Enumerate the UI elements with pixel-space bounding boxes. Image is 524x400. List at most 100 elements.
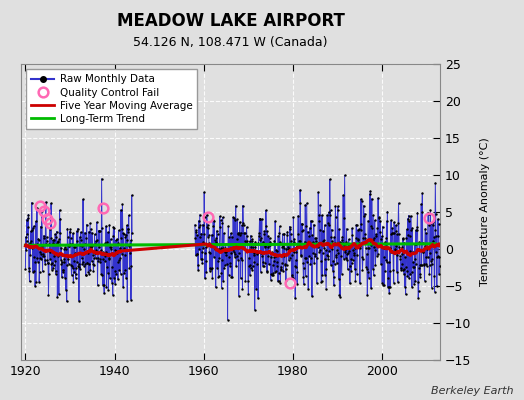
- Point: [382, 235, 390, 242]
- Point: [269, 258, 278, 264]
- Point: [66, 228, 74, 235]
- Point: [357, 198, 366, 204]
- Text: Berkeley Earth: Berkeley Earth: [431, 386, 514, 396]
- Point: [64, 260, 73, 267]
- Point: [328, 226, 336, 233]
- Point: [65, 243, 73, 250]
- Point: [126, 241, 134, 248]
- Point: [412, 241, 421, 248]
- Point: [424, 210, 432, 216]
- Point: [313, 255, 321, 261]
- Point: [29, 223, 38, 229]
- Point: [231, 217, 239, 223]
- Point: [110, 274, 118, 281]
- Point: [305, 225, 314, 231]
- Point: [56, 215, 64, 222]
- Point: [232, 252, 241, 259]
- Point: [396, 256, 405, 263]
- Point: [336, 243, 345, 249]
- Point: [335, 292, 344, 299]
- Point: [54, 238, 62, 244]
- Point: [263, 268, 271, 274]
- Point: [78, 261, 86, 268]
- Point: [86, 226, 95, 232]
- Point: [396, 253, 404, 259]
- Point: [259, 263, 268, 269]
- Point: [406, 233, 414, 240]
- Point: [308, 293, 316, 300]
- Point: [340, 215, 348, 221]
- Point: [125, 265, 134, 272]
- Point: [421, 226, 430, 232]
- Point: [88, 258, 96, 265]
- Point: [86, 220, 94, 227]
- Point: [75, 298, 83, 304]
- Point: [199, 244, 208, 251]
- Point: [308, 232, 316, 238]
- Point: [89, 252, 97, 258]
- Point: [351, 266, 359, 272]
- Point: [270, 238, 279, 244]
- Point: [112, 237, 120, 244]
- Point: [51, 231, 59, 237]
- Point: [430, 272, 439, 279]
- Point: [79, 250, 88, 257]
- Point: [213, 231, 222, 237]
- Point: [285, 246, 293, 252]
- Point: [114, 276, 122, 282]
- Point: [221, 248, 229, 255]
- Point: [192, 227, 201, 234]
- Point: [351, 245, 359, 252]
- Point: [58, 259, 67, 265]
- Point: [231, 250, 239, 257]
- Point: [228, 274, 237, 280]
- Point: [198, 260, 206, 266]
- Point: [393, 231, 401, 238]
- Point: [312, 235, 321, 242]
- Point: [257, 250, 266, 256]
- Point: [431, 211, 440, 218]
- Point: [86, 267, 95, 273]
- Point: [93, 237, 101, 244]
- Point: [74, 262, 82, 269]
- Point: [49, 240, 58, 246]
- Point: [368, 196, 376, 202]
- Point: [392, 268, 401, 275]
- Point: [295, 238, 303, 244]
- Point: [41, 220, 50, 226]
- Point: [116, 254, 124, 261]
- Point: [284, 244, 292, 250]
- Point: [109, 233, 117, 239]
- Point: [368, 224, 376, 231]
- Point: [281, 260, 289, 267]
- Point: [366, 188, 375, 194]
- Point: [253, 248, 261, 255]
- Point: [358, 267, 367, 273]
- Point: [407, 227, 416, 233]
- Point: [252, 286, 260, 292]
- Point: [364, 218, 372, 224]
- Point: [24, 211, 32, 218]
- Point: [306, 240, 314, 246]
- Point: [423, 254, 432, 260]
- Point: [204, 231, 213, 238]
- Point: [234, 257, 242, 263]
- Point: [110, 224, 118, 230]
- Point: [380, 282, 388, 288]
- Point: [427, 220, 435, 226]
- Point: [242, 239, 250, 246]
- Point: [333, 207, 342, 214]
- Point: [202, 269, 211, 275]
- Point: [204, 225, 212, 232]
- Point: [378, 280, 386, 286]
- Point: [108, 263, 116, 270]
- Point: [258, 259, 267, 266]
- Point: [277, 264, 285, 270]
- Point: [62, 298, 71, 304]
- Point: [213, 228, 221, 234]
- Point: [331, 203, 340, 209]
- Point: [378, 233, 386, 240]
- Point: [402, 226, 411, 233]
- Point: [220, 265, 228, 272]
- Point: [302, 254, 310, 261]
